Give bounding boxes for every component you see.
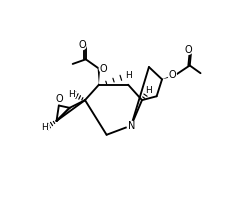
Circle shape (183, 46, 191, 54)
Circle shape (123, 71, 132, 80)
Text: O: O (78, 40, 85, 50)
Text: N: N (127, 121, 134, 131)
Polygon shape (161, 74, 176, 79)
Circle shape (126, 121, 135, 130)
Circle shape (144, 86, 152, 94)
Text: H: H (145, 86, 152, 95)
Text: O: O (167, 70, 175, 80)
Text: H: H (41, 123, 48, 132)
Circle shape (167, 70, 176, 79)
Circle shape (99, 64, 107, 73)
Text: O: O (99, 64, 107, 74)
Circle shape (77, 41, 86, 50)
Text: O: O (184, 45, 191, 55)
Text: O: O (55, 93, 62, 104)
Text: H: H (68, 90, 75, 99)
Text: H: H (124, 71, 131, 80)
Circle shape (54, 94, 63, 103)
Circle shape (67, 91, 76, 99)
Circle shape (41, 123, 49, 131)
Polygon shape (97, 68, 100, 85)
